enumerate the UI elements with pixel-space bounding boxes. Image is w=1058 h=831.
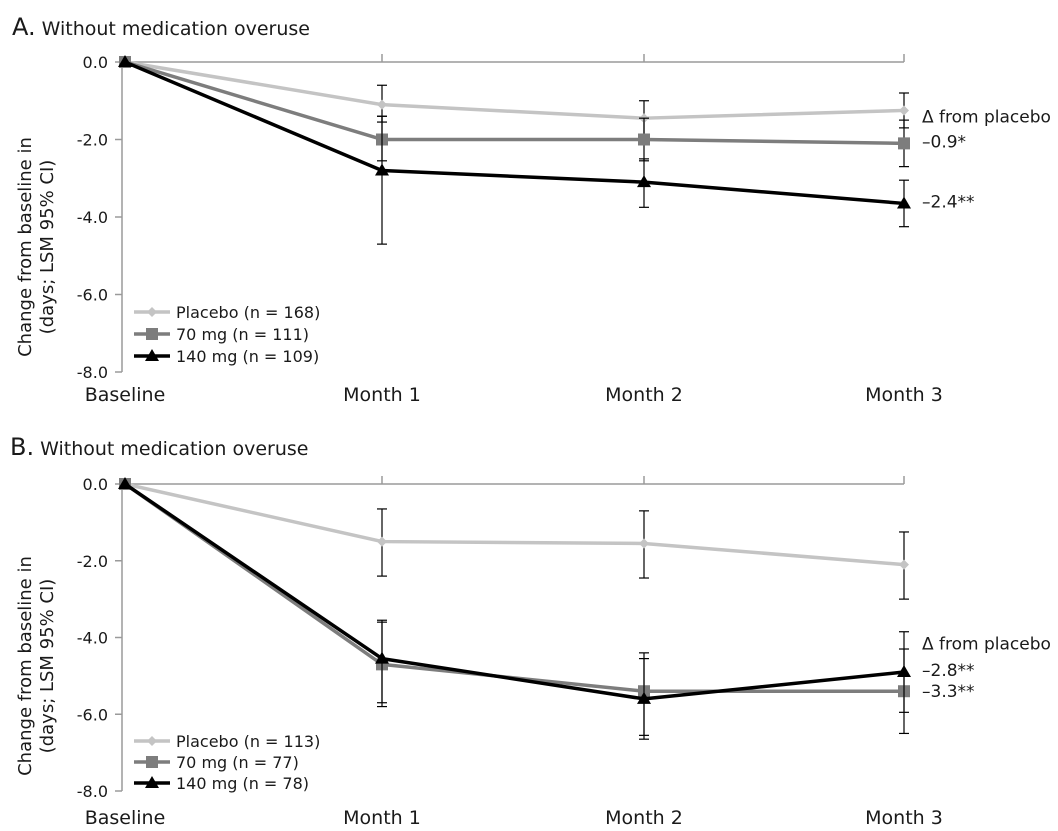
legend-swatch-marker bbox=[146, 328, 158, 340]
annotation: –2.8** bbox=[922, 661, 975, 681]
annotation: –2.4** bbox=[922, 193, 975, 213]
data-point bbox=[118, 477, 132, 489]
annotation: –0.9* bbox=[922, 132, 966, 152]
legend-swatch-marker bbox=[147, 307, 157, 317]
x-tick-label: Baseline bbox=[85, 807, 166, 829]
panel-title-text: Without medication overuse bbox=[40, 438, 308, 460]
data-point bbox=[375, 163, 389, 176]
y-tick-label: -4.0 bbox=[77, 208, 108, 227]
panel-letter: A. bbox=[12, 13, 36, 41]
legend-label: 70 mg (n = 111) bbox=[176, 325, 309, 344]
y-tick-label: 0.0 bbox=[83, 475, 108, 494]
data-point bbox=[897, 665, 911, 678]
data-point bbox=[897, 196, 911, 209]
series-140mg bbox=[118, 55, 911, 245]
series-line bbox=[124, 482, 905, 701]
y-tick-label: 0.0 bbox=[83, 53, 108, 72]
series-70mg bbox=[119, 478, 910, 736]
y-axis-label: (days; LSM 95% CI) bbox=[37, 160, 58, 335]
series-line bbox=[123, 482, 904, 693]
data-point bbox=[899, 559, 909, 570]
series-line bbox=[124, 482, 905, 567]
x-tick-label: Baseline bbox=[85, 384, 166, 406]
chart-panel-b: B. Without medication overuse Baseline Mont… bbox=[10, 433, 1051, 829]
y-tick-label: -8.0 bbox=[77, 782, 108, 801]
panel-title-text: Without medication overuse bbox=[42, 18, 310, 40]
data-point bbox=[899, 105, 909, 116]
x-tick-label: Month 1 bbox=[343, 807, 421, 829]
y-tick-label: -2.0 bbox=[77, 552, 108, 571]
data-point bbox=[375, 651, 389, 664]
legend-swatch-marker bbox=[147, 736, 157, 746]
legend-swatch-marker bbox=[145, 349, 159, 361]
data-point bbox=[118, 55, 132, 67]
x-tick-label: Month 3 bbox=[865, 807, 943, 829]
data-point bbox=[637, 691, 651, 704]
legend: Placebo (n = 113) 70 mg (n = 77) 140 mg (n… bbox=[134, 732, 320, 793]
data-point bbox=[639, 538, 649, 549]
y-tick-label: -4.0 bbox=[77, 629, 108, 648]
series-140mg bbox=[118, 477, 911, 740]
panel-title: A. Without medication overuse bbox=[12, 13, 310, 41]
series-placebo bbox=[120, 479, 909, 600]
annotation: Δ from placebo bbox=[922, 634, 1051, 654]
annotation: –3.3** bbox=[922, 682, 975, 702]
panel-letter: B. bbox=[10, 433, 34, 461]
series-line bbox=[124, 60, 905, 120]
data-point bbox=[377, 99, 387, 110]
legend-swatch-marker bbox=[146, 756, 158, 768]
y-tick-label: -2.0 bbox=[77, 131, 108, 150]
chart-panel-a: A. Without medication overuse Baseline Mont… bbox=[12, 13, 1051, 406]
legend-label: Placebo (n = 113) bbox=[176, 732, 320, 751]
y-axis-label: Change from baseline in bbox=[15, 137, 36, 357]
x-tick-label: Month 3 bbox=[865, 384, 943, 406]
x-tick-label: Month 1 bbox=[343, 384, 421, 406]
data-point bbox=[638, 133, 650, 146]
series-line bbox=[124, 60, 905, 206]
panel-title: B. Without medication overuse bbox=[10, 433, 308, 461]
y-axis-label: Change from baseline in bbox=[15, 556, 36, 776]
legend-swatch-marker bbox=[145, 776, 159, 788]
data-point bbox=[377, 536, 387, 547]
legend-label: 70 mg (n = 77) bbox=[176, 753, 299, 772]
annotation: Δ from placebo bbox=[922, 107, 1051, 127]
y-tick-label: -6.0 bbox=[77, 286, 108, 305]
y-axis-label: (days; LSM 95% CI) bbox=[37, 579, 58, 754]
series-line bbox=[124, 60, 905, 146]
legend: Placebo (n = 168) 70 mg (n = 111) 140 mg (… bbox=[134, 303, 320, 366]
x-tick-label: Month 2 bbox=[605, 384, 683, 406]
y-tick-label: -6.0 bbox=[77, 705, 108, 724]
legend-label: 140 mg (n = 109) bbox=[176, 347, 319, 366]
legend-label: 140 mg (n = 78) bbox=[176, 774, 309, 793]
x-tick-label: Month 2 bbox=[605, 807, 683, 829]
y-tick-label: -8.0 bbox=[77, 363, 108, 382]
legend-label: Placebo (n = 168) bbox=[176, 303, 320, 322]
data-point bbox=[637, 175, 651, 188]
data-point bbox=[898, 137, 910, 150]
